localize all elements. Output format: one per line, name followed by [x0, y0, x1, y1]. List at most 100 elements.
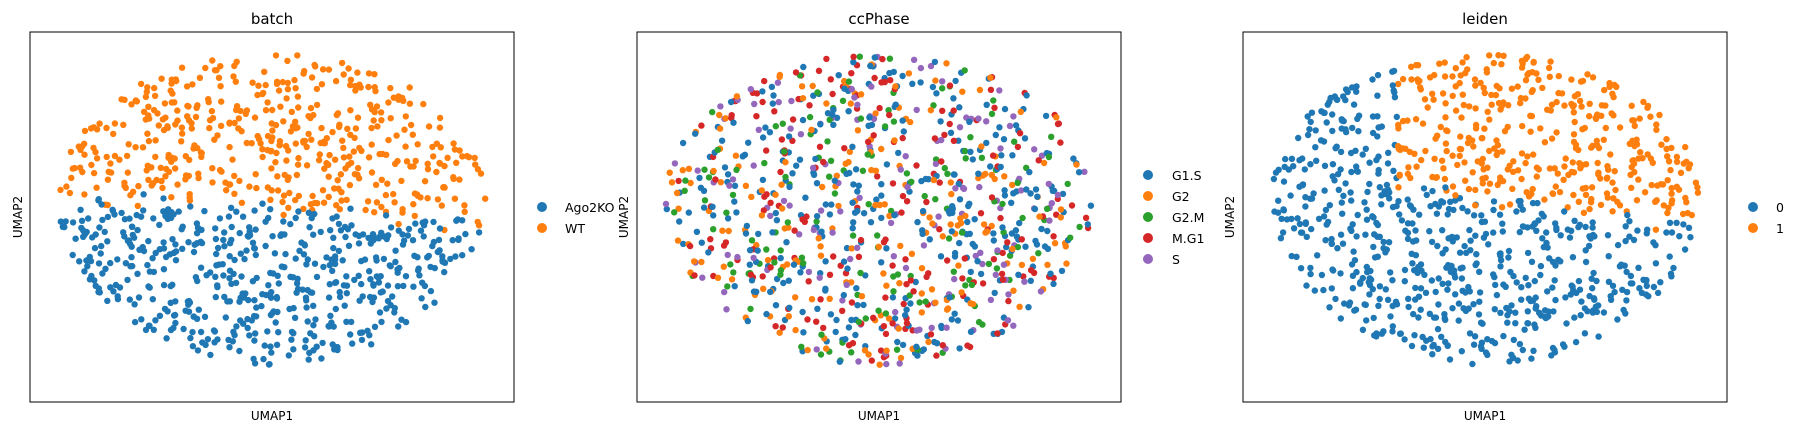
scatter-point — [1426, 74, 1434, 81]
scatter-point — [1288, 252, 1295, 260]
scatter-point — [1473, 251, 1480, 258]
scatter-point — [931, 135, 939, 142]
scatter-point — [1443, 264, 1450, 271]
scatter-point — [999, 224, 1006, 231]
scatter-point — [325, 173, 332, 180]
scatter-point — [283, 95, 290, 102]
scatter-point — [261, 68, 268, 76]
scatter-point — [862, 315, 869, 322]
scatter-point — [1540, 213, 1547, 220]
scatter-point — [1627, 171, 1634, 178]
scatter-point — [943, 306, 951, 313]
scatter-point — [1020, 273, 1027, 280]
scatter-point — [818, 228, 825, 235]
scatter-point — [268, 349, 275, 356]
scatter-point — [987, 296, 995, 304]
scatter-point — [57, 218, 64, 225]
scatter-point — [857, 236, 865, 244]
scatter-point — [778, 136, 786, 143]
scatter-point — [1374, 92, 1381, 99]
scatter-point — [835, 72, 842, 79]
scatter-point — [830, 106, 837, 114]
scatter-point — [1522, 274, 1529, 282]
scatter-point — [777, 247, 784, 254]
scatter-point — [93, 155, 101, 162]
scatter-point — [1570, 109, 1578, 116]
scatter-point — [1421, 96, 1429, 103]
scatter-point — [685, 165, 693, 172]
scatter-point — [1571, 217, 1578, 224]
scatter-point — [820, 158, 827, 166]
scatter-point — [1566, 234, 1574, 241]
scatter-point — [917, 64, 925, 72]
scatter-point — [1015, 271, 1022, 278]
scatter-point — [1586, 100, 1593, 108]
scatter-point — [300, 251, 308, 258]
scatter-point — [933, 352, 940, 359]
scatter-point — [1432, 314, 1440, 321]
y-axis-label: UMAP2 — [11, 196, 25, 238]
scatter-point — [1001, 173, 1008, 180]
scatter-point — [1493, 137, 1500, 144]
scatter-point — [897, 354, 905, 362]
scatter-point — [812, 155, 819, 163]
scatter-point — [1497, 174, 1504, 181]
scatter-point — [294, 93, 302, 100]
scatter-point — [208, 107, 216, 115]
scatter-point — [1582, 184, 1590, 192]
scatter-point — [1488, 337, 1496, 345]
scatter-point — [155, 122, 162, 129]
scatter-point — [849, 199, 856, 206]
scatter-point — [1297, 229, 1305, 236]
scatter-point — [182, 176, 189, 183]
scatter-point — [698, 258, 705, 266]
legend-item: G1.S — [1143, 168, 1202, 183]
scatter-point — [1029, 255, 1037, 262]
scatter-point — [411, 252, 418, 259]
scatter-point — [269, 233, 276, 240]
scatter-point — [837, 208, 844, 215]
scatter-point — [1530, 347, 1537, 354]
scatter-point — [793, 162, 800, 169]
scatter-point — [1497, 309, 1504, 316]
scatter-point — [134, 226, 141, 234]
scatter-point — [810, 171, 818, 178]
scatter-point — [224, 298, 231, 305]
scatter-point — [288, 108, 295, 116]
scatter-point — [712, 176, 719, 183]
scatter-point — [836, 358, 843, 365]
scatter-point — [939, 233, 946, 240]
legend-marker — [1143, 191, 1153, 201]
scatter-point — [723, 209, 730, 216]
scatter-point — [190, 248, 198, 256]
scatter-point — [1598, 112, 1605, 120]
scatter-point — [721, 164, 729, 171]
scatter-point — [451, 195, 459, 202]
scatter-point — [359, 329, 366, 336]
scatter-point — [320, 199, 328, 206]
scatter-point — [343, 196, 350, 204]
scatter-point — [1482, 230, 1490, 238]
scatter-point — [1348, 168, 1355, 176]
scatter-point — [1045, 180, 1053, 188]
scatter-point — [1427, 203, 1434, 210]
scatter-point — [152, 153, 159, 161]
scatter-point — [1477, 343, 1485, 350]
scatter-point — [1557, 258, 1564, 265]
scatter-point — [204, 336, 212, 343]
scatter-point — [1036, 213, 1043, 220]
scatter-point — [120, 121, 127, 128]
scatter-point — [301, 242, 309, 249]
scatter-point — [1509, 168, 1517, 175]
scatter-point — [1345, 302, 1353, 309]
scatter-point — [274, 308, 281, 316]
scatter-point — [268, 289, 275, 296]
scatter-point — [890, 273, 897, 280]
scatter-point — [1531, 220, 1538, 227]
scatter-point — [189, 81, 196, 88]
scatter-point — [859, 167, 867, 174]
scatter-point — [1307, 161, 1314, 168]
scatter-point — [1595, 333, 1602, 340]
scatter-point — [666, 169, 673, 176]
scatter-point — [135, 294, 143, 301]
